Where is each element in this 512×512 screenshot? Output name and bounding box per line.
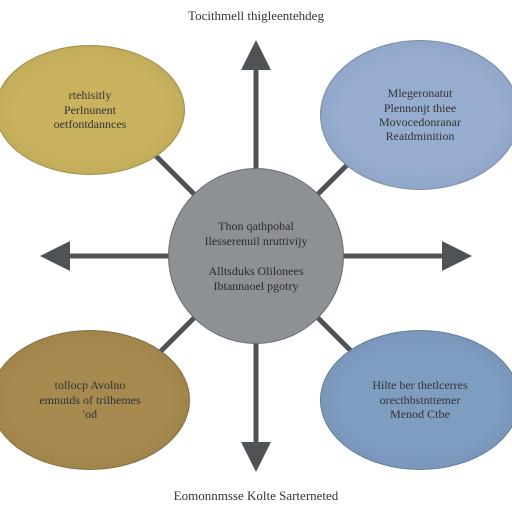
node-line: Plennonjt thiee bbox=[384, 101, 456, 115]
title-top: Tocithmell thigleentehdeg bbox=[0, 8, 512, 24]
node-line: tollocp Avolno bbox=[55, 378, 126, 392]
center-line bbox=[255, 249, 258, 264]
diagram-canvas: Tocithmell thigleentehdeg Thon qathpobal… bbox=[0, 0, 512, 512]
title-bottom: Eomonnmsse Kolte Sarterneted bbox=[0, 488, 512, 504]
center-line: Alltsduks Olilonees bbox=[209, 264, 304, 279]
node-line: orecthbstnttemer bbox=[380, 393, 461, 407]
center-line: Ibtannaoel pgotry bbox=[214, 279, 299, 294]
node-line: Reatdminition bbox=[386, 129, 455, 143]
center-node: Thon qathpobalIlesserenuil nruttivijy Al… bbox=[168, 168, 344, 344]
node-line: rtehisitly bbox=[69, 88, 112, 102]
node-line: Mlegeronatut bbox=[388, 86, 453, 100]
node-line: Perlnunent bbox=[64, 103, 116, 117]
node-tl: rtehisitlyPerlnunentoetfontdannces bbox=[0, 45, 185, 175]
node-line: Hilte ber thetlcerres bbox=[372, 378, 467, 392]
node-bl: tollocp Avolnoemnutds of trilhemes'od bbox=[0, 330, 190, 470]
node-tr: MlegeronatutPlennonjt thieeMovocedonrana… bbox=[320, 40, 512, 190]
node-line: oetfontdannces bbox=[54, 117, 127, 131]
node-line: Menod Ctbe bbox=[390, 407, 450, 421]
node-br: Hilte ber thetlcerresorecthbstnttemerMen… bbox=[320, 330, 512, 470]
center-line: Ilesserenuil nruttivijy bbox=[205, 234, 308, 249]
node-line: emnutds of trilhemes bbox=[39, 393, 140, 407]
node-line: Movocedonranar bbox=[379, 115, 461, 129]
node-line: 'od bbox=[83, 407, 97, 421]
center-line: Thon qathpobal bbox=[218, 219, 294, 234]
